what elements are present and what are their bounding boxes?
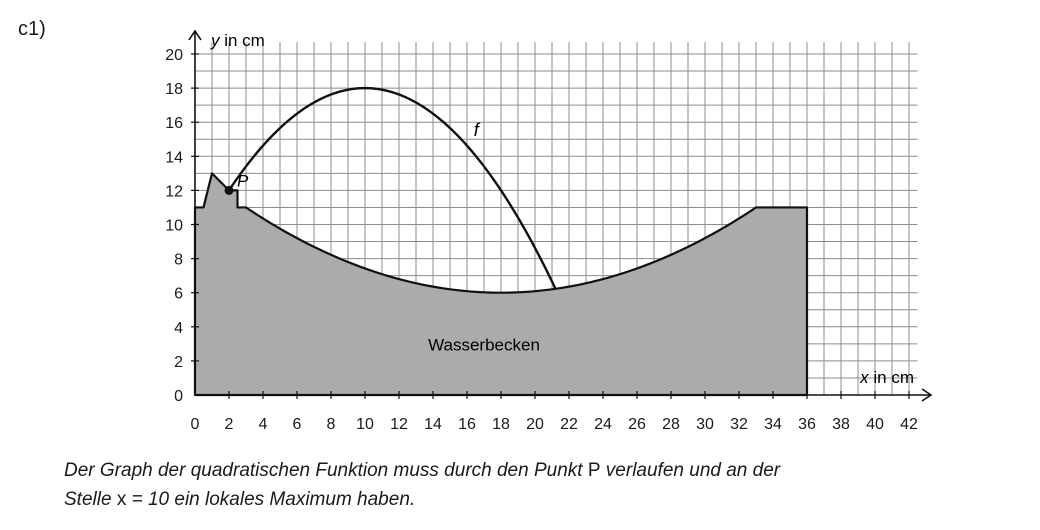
x-tick-label: 36 <box>798 416 816 433</box>
y-tick-label: 0 <box>174 388 183 405</box>
y-axis-unit: in cm <box>220 31 265 50</box>
x-tick-label: 20 <box>526 416 544 433</box>
y-tick-label: 18 <box>165 81 183 98</box>
caption-text: Der Graph der quadratischen Funktion mus… <box>64 460 588 481</box>
y-tick-label: 12 <box>165 183 183 200</box>
caption-text: Stelle <box>64 489 117 510</box>
y-axis-label: y in cm <box>210 31 265 50</box>
caption-line-1: Der Graph der quadratischen Funktion mus… <box>64 456 1024 485</box>
x-tick-label: 38 <box>832 416 850 433</box>
x-tick-label: 32 <box>730 416 748 433</box>
x-tick-label: 4 <box>259 416 268 433</box>
axes <box>188 29 933 402</box>
y-tick-label: 2 <box>174 354 183 371</box>
x-tick-label: 42 <box>900 416 918 433</box>
function-chart: P f Wasserbecken y in cm x in cm 0 2 4 6 8 10… <box>165 29 933 433</box>
x-tick-label: 18 <box>492 416 510 433</box>
y-axis-variable: y <box>210 31 221 50</box>
x-tick-label: 6 <box>293 416 302 433</box>
y-tick-label: 14 <box>165 149 183 166</box>
y-tick-label: 6 <box>174 286 183 303</box>
x-tick-label: 8 <box>327 416 336 433</box>
function-f-label: f <box>474 120 481 140</box>
y-axis-arrow <box>188 29 202 41</box>
x-tick-label: 12 <box>390 416 408 433</box>
task-label: c1) <box>18 18 46 40</box>
x-axis-unit: in cm <box>869 368 914 387</box>
caption-text: verlaufen und an der <box>600 460 781 481</box>
y-tick-label: 8 <box>174 252 183 269</box>
x-tick-label: 22 <box>560 416 578 433</box>
task-caption: Der Graph der quadratischen Funktion mus… <box>64 456 1024 514</box>
y-tick-label: 20 <box>165 47 183 64</box>
x-axis-variable: x <box>859 368 869 387</box>
x-tick-label: 10 <box>356 416 374 433</box>
x-axis-arrow <box>921 388 933 402</box>
x-tick-label: 34 <box>764 416 782 433</box>
y-tick-label: 4 <box>174 320 183 337</box>
x-tick-labels: 0 2 4 6 8 10 12 14 16 18 20 22 24 26 28 30 32 34 36 38 40 42 <box>191 416 918 433</box>
x-tick-label: 26 <box>628 416 646 433</box>
x-axis-label: x in cm <box>859 368 914 387</box>
basin-label: Wasserbecken <box>428 336 540 355</box>
caption-line-2: Stelle x = 10 ein lokales Maximum haben. <box>64 485 1024 514</box>
y-tick-label: 16 <box>165 115 183 132</box>
caption-text: = 10 ein lokales Maximum haben. <box>126 489 416 510</box>
function-f-curve <box>228 86 557 290</box>
caption-variable: x <box>116 489 127 510</box>
x-tick-label: 14 <box>424 416 442 433</box>
x-tick-label: 28 <box>662 416 680 433</box>
caption-point-name: P <box>587 460 601 481</box>
y-tick-labels: 0 2 4 6 8 10 12 14 16 18 20 <box>165 47 183 405</box>
x-tick-label: 16 <box>458 416 476 433</box>
x-tick-label: 30 <box>696 416 714 433</box>
x-tick-label: 40 <box>866 416 884 433</box>
x-tick-label: 2 <box>225 416 234 433</box>
basin-area <box>193 172 809 397</box>
y-tick-label: 10 <box>165 218 183 235</box>
point-p-label: P <box>237 171 249 190</box>
x-tick-label: 0 <box>191 416 200 433</box>
x-tick-label: 24 <box>594 416 612 433</box>
point-p-marker <box>224 185 234 195</box>
